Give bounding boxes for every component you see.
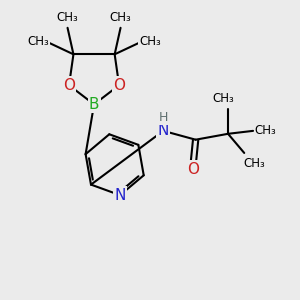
Text: O: O	[63, 78, 75, 93]
Text: B: B	[89, 97, 99, 112]
Text: N: N	[158, 123, 169, 138]
Text: O: O	[113, 78, 125, 93]
Text: CH₃: CH₃	[27, 34, 49, 48]
Text: O: O	[187, 162, 199, 177]
Text: N: N	[114, 188, 126, 203]
Text: CH₃: CH₃	[110, 11, 131, 24]
Text: CH₃: CH₃	[213, 92, 235, 105]
Text: CH₃: CH₃	[254, 124, 276, 137]
Text: CH₃: CH₃	[57, 11, 78, 24]
Text: CH₃: CH₃	[244, 157, 266, 170]
Text: CH₃: CH₃	[139, 34, 161, 48]
Text: H: H	[159, 111, 169, 124]
